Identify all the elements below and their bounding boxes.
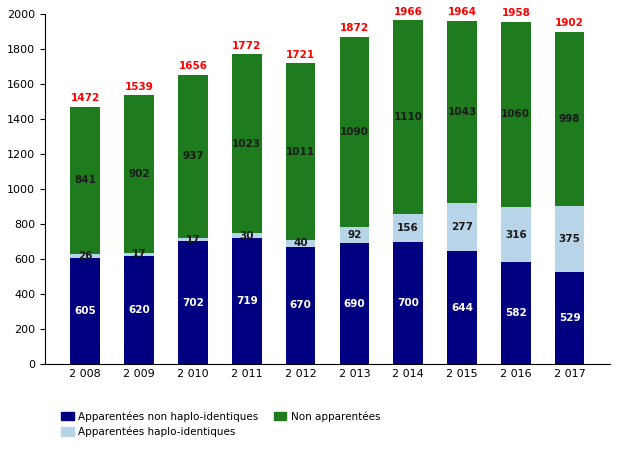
Bar xyxy=(286,240,315,247)
Text: 1872: 1872 xyxy=(340,23,369,33)
Text: 17: 17 xyxy=(186,235,200,245)
Bar xyxy=(286,63,315,240)
Text: 1110: 1110 xyxy=(394,112,423,122)
Text: 998: 998 xyxy=(559,114,581,124)
Bar xyxy=(124,253,154,256)
Text: 1902: 1902 xyxy=(555,18,584,28)
Text: 582: 582 xyxy=(505,308,527,318)
Bar xyxy=(232,238,262,364)
Text: 17: 17 xyxy=(132,249,146,259)
Bar xyxy=(394,20,423,214)
Text: 375: 375 xyxy=(558,234,581,244)
Bar xyxy=(447,21,477,203)
Text: 1772: 1772 xyxy=(232,41,262,51)
Bar xyxy=(232,54,262,233)
Text: 26: 26 xyxy=(78,251,93,261)
Text: 1966: 1966 xyxy=(394,7,423,17)
Text: 690: 690 xyxy=(344,299,365,308)
Text: 702: 702 xyxy=(182,298,204,308)
Text: 1539: 1539 xyxy=(125,81,154,91)
Bar xyxy=(339,37,369,228)
Text: 670: 670 xyxy=(289,300,312,310)
Bar xyxy=(501,262,531,364)
Bar xyxy=(501,22,531,207)
Text: 605: 605 xyxy=(75,306,96,316)
Text: 719: 719 xyxy=(236,296,257,306)
Text: 92: 92 xyxy=(347,230,362,240)
Text: 644: 644 xyxy=(451,303,473,313)
Text: 937: 937 xyxy=(182,152,204,162)
Bar xyxy=(124,95,154,253)
Text: 1721: 1721 xyxy=(286,50,315,60)
Bar xyxy=(70,254,100,258)
Bar xyxy=(501,207,531,262)
Bar xyxy=(232,233,262,238)
Text: 1011: 1011 xyxy=(286,147,315,157)
Text: 1060: 1060 xyxy=(501,110,530,120)
Bar xyxy=(70,258,100,364)
Text: 529: 529 xyxy=(559,313,581,323)
Bar xyxy=(555,206,584,272)
Bar xyxy=(555,31,584,206)
Text: 316: 316 xyxy=(505,230,527,240)
Bar xyxy=(447,203,477,252)
Text: 620: 620 xyxy=(128,305,150,315)
Text: 902: 902 xyxy=(128,169,150,179)
Text: 277: 277 xyxy=(451,222,473,232)
Bar xyxy=(178,75,208,238)
Text: 841: 841 xyxy=(74,175,96,185)
Bar xyxy=(339,228,369,243)
Bar xyxy=(124,256,154,364)
Text: 30: 30 xyxy=(239,231,254,241)
Text: 1964: 1964 xyxy=(447,7,476,17)
Text: 700: 700 xyxy=(397,298,419,308)
Bar xyxy=(555,272,584,364)
Text: 1656: 1656 xyxy=(178,61,207,71)
Bar xyxy=(178,238,208,241)
Bar xyxy=(286,247,315,364)
Bar xyxy=(394,214,423,242)
Legend: Apparentées non haplo-identiques, Apparentées haplo-identiques, Non apparentées: Apparentées non haplo-identiques, Appare… xyxy=(61,411,380,437)
Text: 1472: 1472 xyxy=(71,93,100,103)
Text: 1958: 1958 xyxy=(502,8,530,18)
Bar xyxy=(178,241,208,364)
Bar xyxy=(447,252,477,364)
Text: 156: 156 xyxy=(397,223,419,233)
Text: 1043: 1043 xyxy=(447,107,476,117)
Text: 40: 40 xyxy=(293,238,308,248)
Bar xyxy=(70,107,100,254)
Text: 1090: 1090 xyxy=(340,127,369,137)
Text: 1023: 1023 xyxy=(232,139,261,149)
Bar xyxy=(394,242,423,364)
Bar xyxy=(339,243,369,364)
